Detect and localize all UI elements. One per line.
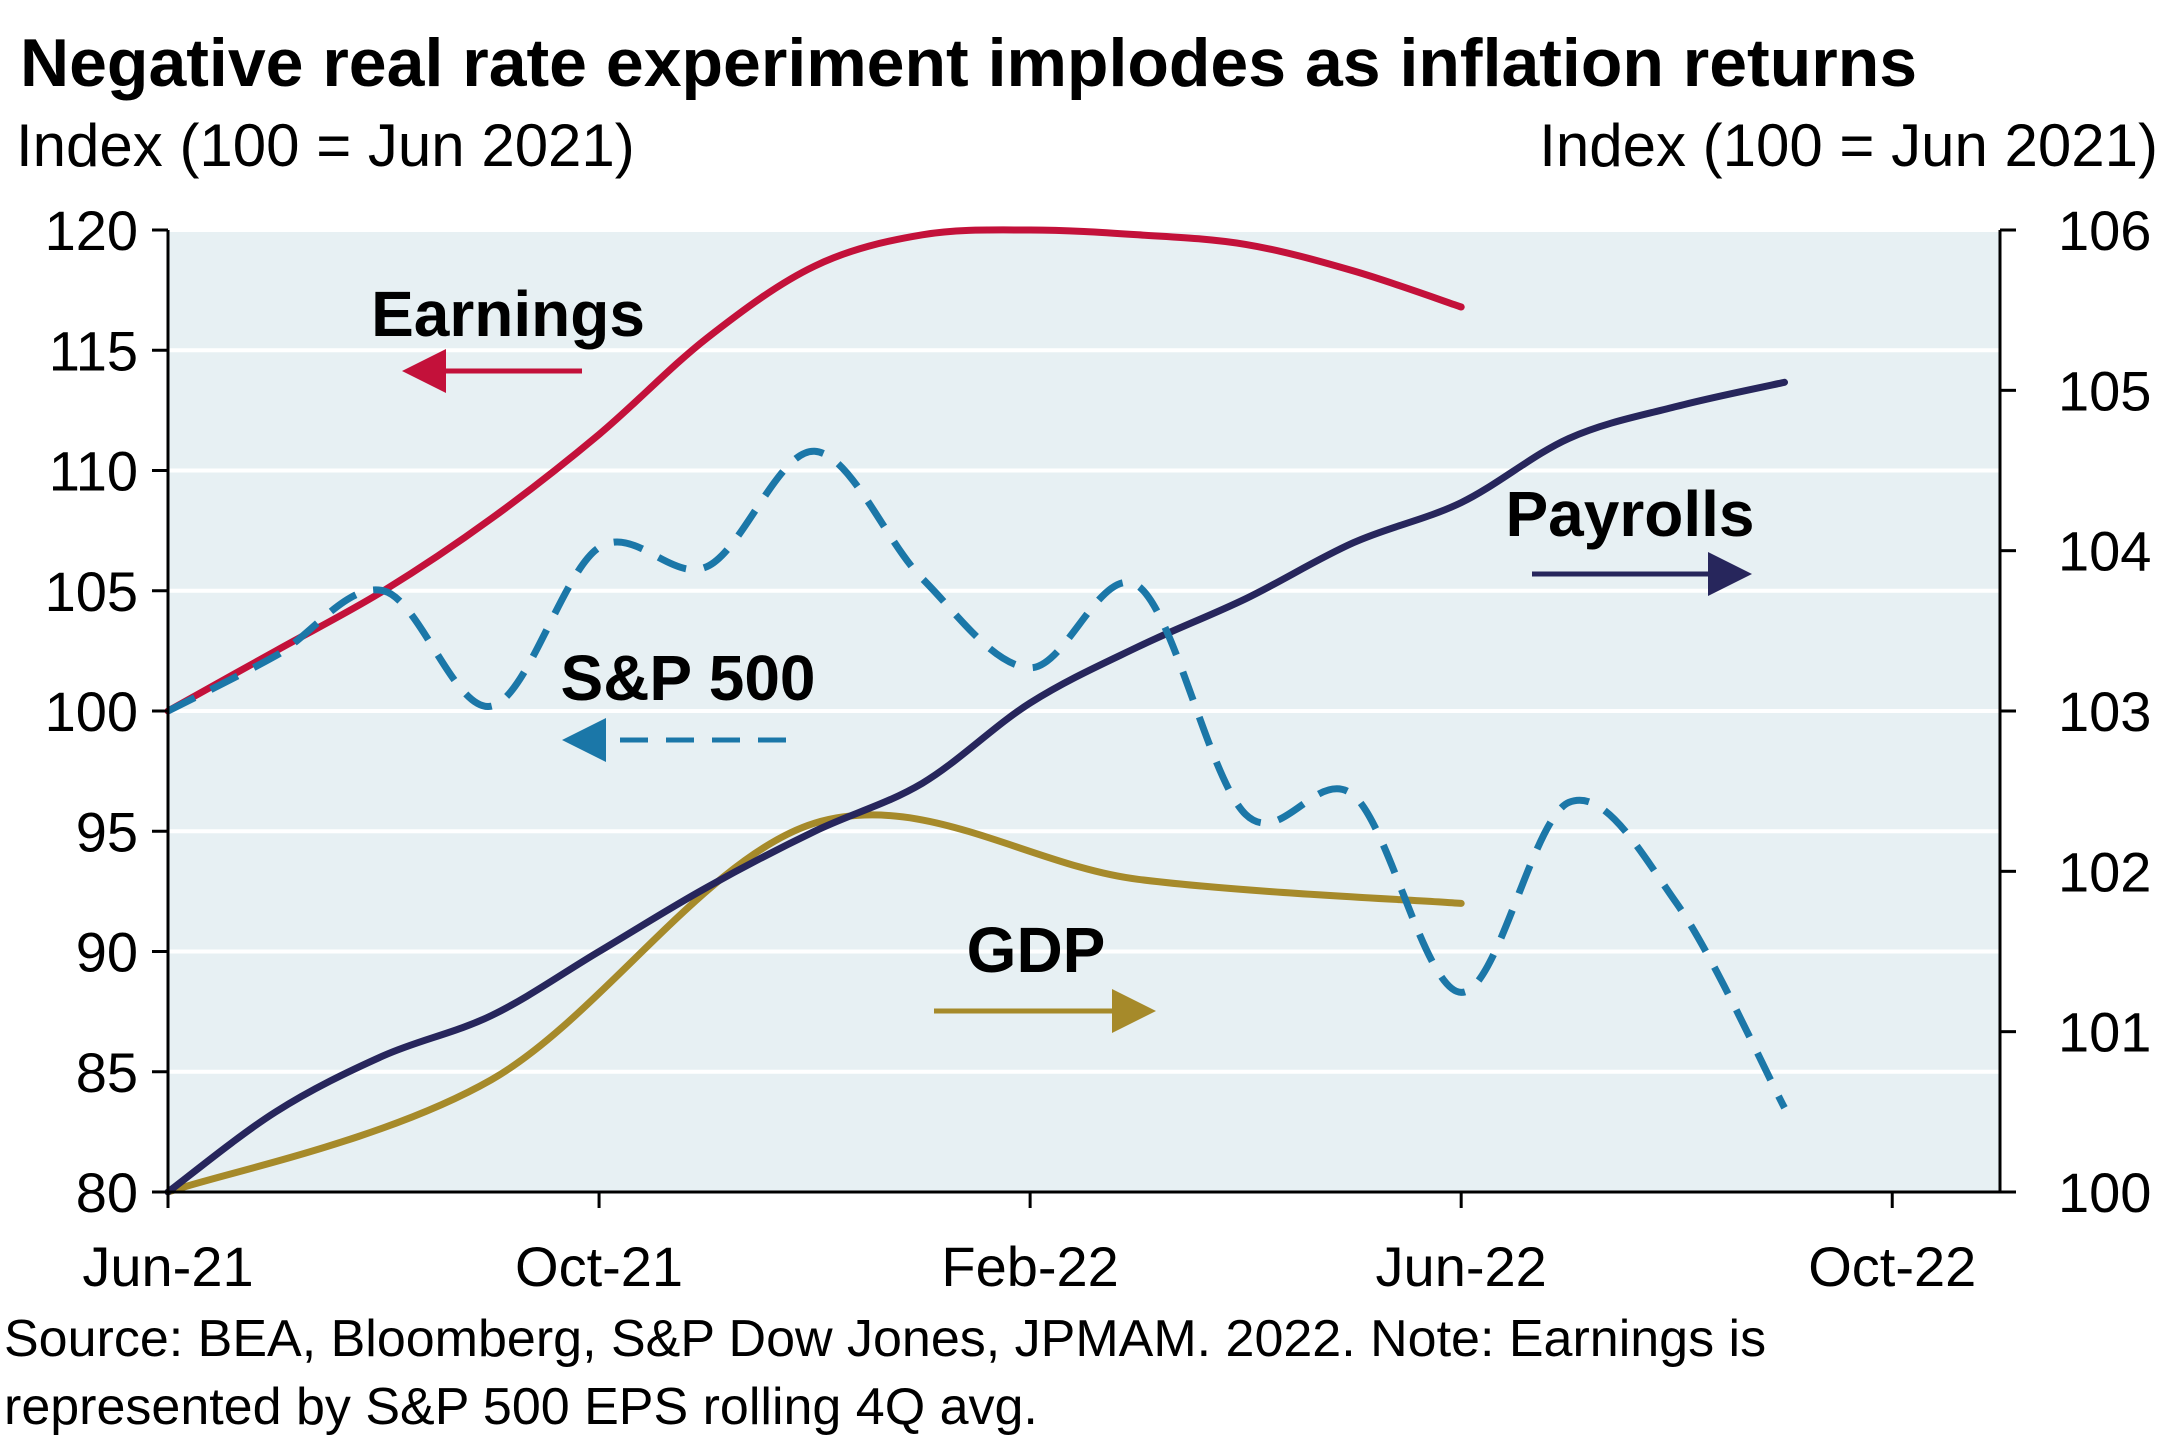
series-line-gdp: [164, 811, 1465, 1196]
right-tick-label: 102: [2058, 840, 2151, 903]
x-tick-label: Oct-21: [515, 1235, 683, 1298]
arrow-head-payrolls: [1708, 552, 1752, 596]
right-tick-label: 103: [2058, 680, 2151, 743]
left-tick-label: 105: [45, 560, 138, 623]
footer-source: Source: BEA, Bloomberg, S&P Dow Jones, J…: [4, 1310, 1766, 1368]
axes-layer: [152, 228, 2016, 1208]
x-tick-label: Oct-22: [1808, 1235, 1976, 1298]
x-tick-label: Jun-22: [1376, 1235, 1547, 1298]
x-tick-label: Jun-21: [82, 1235, 253, 1298]
grid-lines: [168, 228, 2000, 1074]
right-tick-label: 104: [2058, 520, 2151, 583]
x-tick-label: Feb-22: [941, 1235, 1118, 1298]
arrow-head-gdp: [1112, 989, 1156, 1033]
right-tick-label: 105: [2058, 359, 2151, 422]
arrow-head-earnings: [402, 349, 446, 393]
arrow-head-s-p-500: [562, 718, 606, 762]
left-tick-label: 80: [76, 1161, 138, 1224]
left-tick-label: 85: [76, 1041, 138, 1104]
right-tick-label: 106: [2058, 199, 2151, 262]
series-label-earnings: Earnings: [371, 278, 645, 350]
right-tick-label: 101: [2058, 1001, 2151, 1064]
chart-title: Negative real rate experiment implodes a…: [20, 25, 1917, 101]
footer-note: represented by S&P 500 EPS rolling 4Q av…: [4, 1378, 1038, 1436]
left-tick-label: 90: [76, 921, 138, 984]
series-layer: [164, 226, 1788, 1196]
series-label-payrolls: Payrolls: [1505, 478, 1754, 550]
left-axis-label: Index (100 = Jun 2021): [16, 112, 635, 179]
right-axis-label: Index (100 = Jun 2021): [1539, 112, 2158, 179]
series-annotations: Earnings S&P 500 Payrolls GDP: [371, 278, 1755, 1033]
left-tick-label: 115: [49, 319, 138, 382]
series-line-payrolls: [164, 378, 1788, 1196]
tick-labels: 80 85 90 95 100 105 110 115 120 100 101 102 103 104 10…: [45, 199, 2152, 1298]
right-tick-label: 100: [2058, 1161, 2151, 1224]
left-tick-label: 95: [76, 800, 138, 863]
series-label-s-p-500: S&P 500: [561, 642, 816, 714]
series-label-gdp: GDP: [967, 914, 1106, 986]
left-tick-label: 110: [49, 440, 138, 503]
left-tick-label: 100: [45, 680, 138, 743]
series-line-s-p-500: [166, 447, 1788, 1110]
left-tick-label: 120: [45, 199, 138, 262]
